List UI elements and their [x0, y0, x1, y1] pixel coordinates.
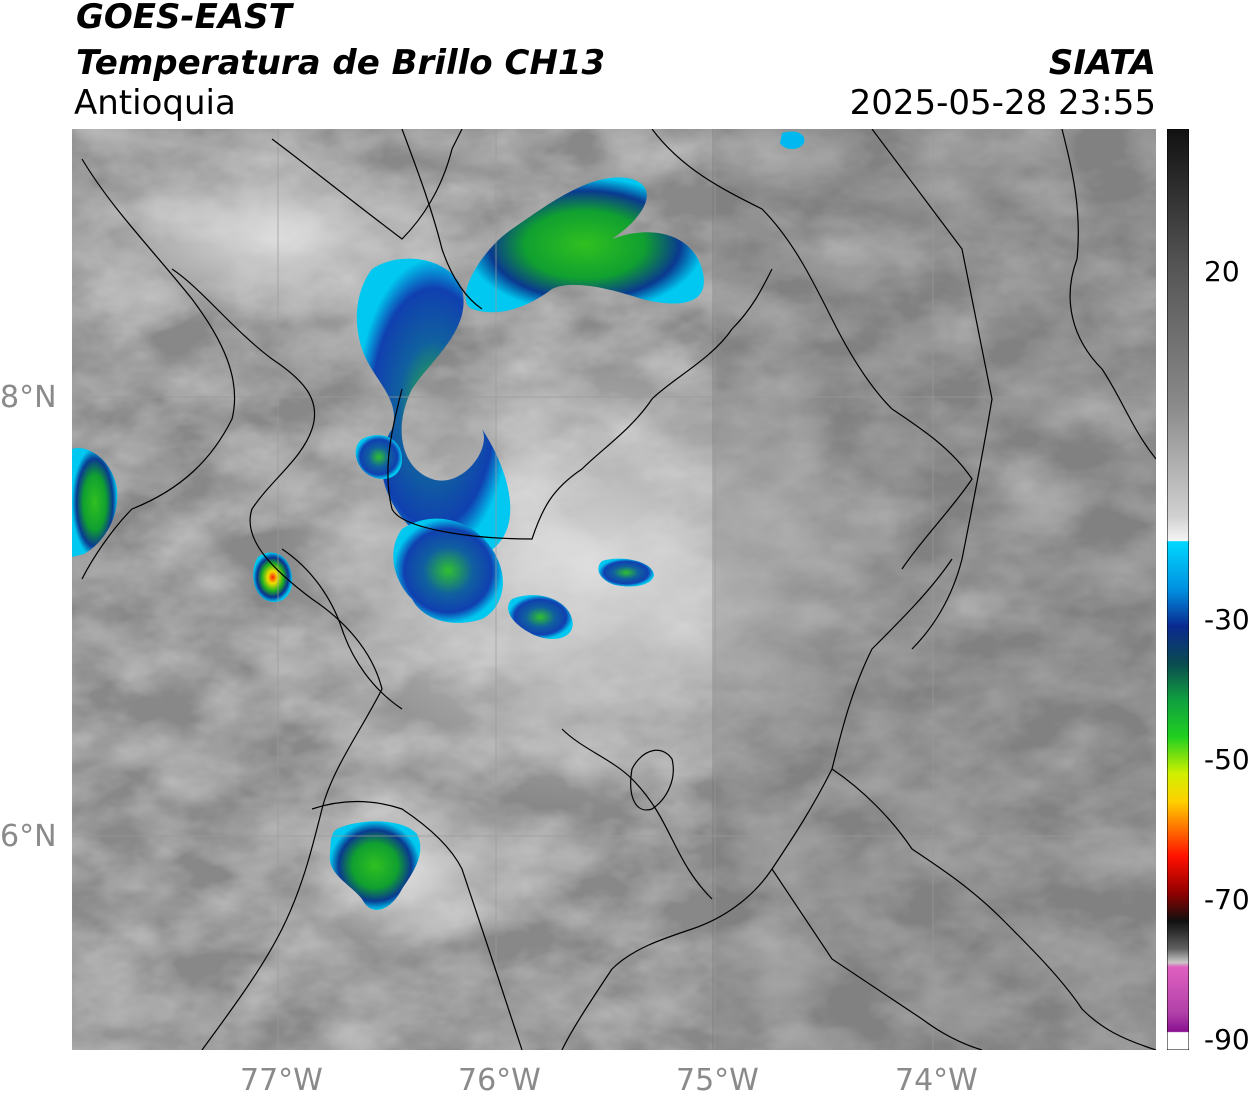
satellite-map: [72, 129, 1156, 1050]
lat-label-6N: 6°N: [0, 819, 57, 854]
colorbar-tick-minus50: -50: [1204, 743, 1250, 776]
colorbar-tick-20: 20: [1204, 255, 1240, 288]
storm-central: [393, 518, 503, 623]
lon-label-76W: 76°W: [458, 1063, 541, 1098]
colorbar-tick-minus70: -70: [1204, 883, 1250, 916]
gridlines: [72, 129, 1156, 1050]
bright-cloud-shield: [272, 329, 912, 809]
lat-label-8N: 8°N: [0, 380, 57, 415]
storm-top-edge: [780, 131, 805, 149]
agency-label: SIATA: [1048, 43, 1156, 83]
colorbar: [1167, 129, 1189, 1050]
storm-south-cell: [508, 595, 573, 639]
convective-cells: [72, 131, 805, 910]
lon-label-75W: 75°W: [676, 1063, 759, 1098]
storm-central-north: [356, 258, 511, 558]
lon-label-74W: 74°W: [895, 1063, 978, 1098]
product-title: Temperatura de Brillo CH13: [76, 43, 606, 83]
storm-south-west: [329, 821, 421, 910]
colorbar-tick-minus30: -30: [1204, 603, 1250, 636]
timestamp: 2025-05-28 23:55: [849, 83, 1156, 123]
satellite-title: GOES-EAST: [76, 0, 292, 37]
boundaries: [81, 129, 1156, 1050]
storm-east-cell: [598, 558, 654, 587]
storm-west-edge: [72, 448, 118, 557]
storm-intense-cell: [253, 552, 293, 603]
lon-label-77W: 77°W: [240, 1063, 323, 1098]
colorbar-tick-minus90: -90: [1204, 1023, 1250, 1056]
storm-north-east: [465, 177, 704, 313]
region-label: Antioquia: [74, 83, 236, 123]
warm-region-shade: [712, 129, 1156, 1050]
